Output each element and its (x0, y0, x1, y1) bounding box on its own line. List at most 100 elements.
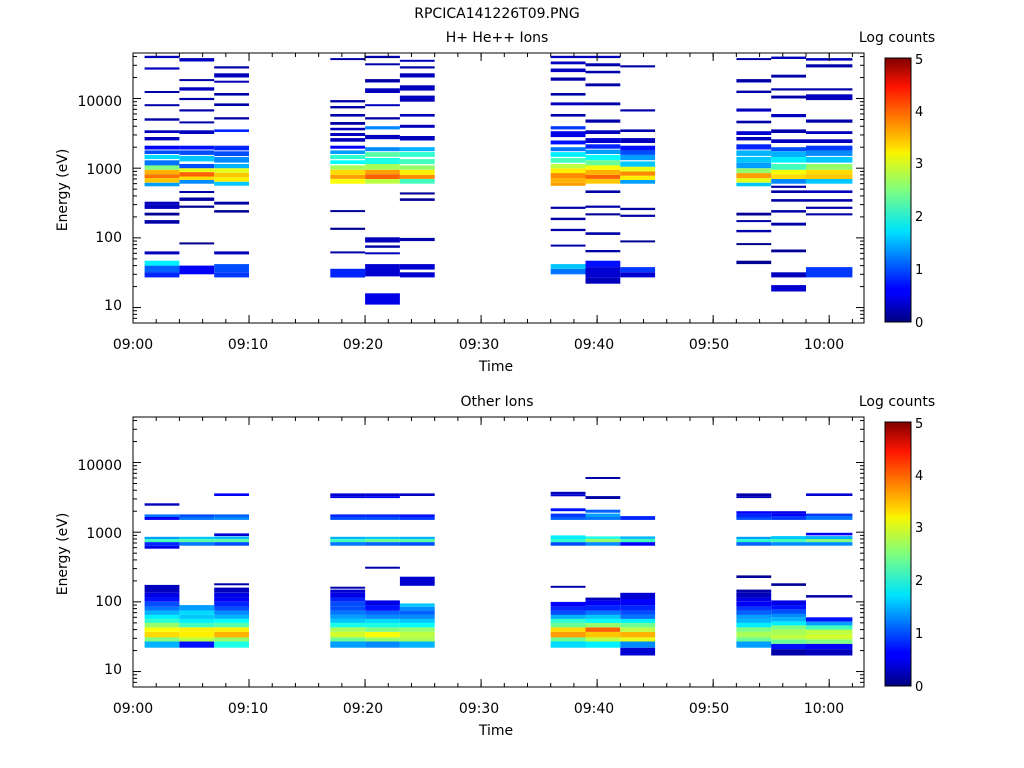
heatmap-cell (550, 61, 586, 65)
panel-title: Other Ions (460, 394, 533, 410)
heatmap-cell (771, 56, 806, 59)
heatmap-cell (330, 637, 366, 642)
heatmap-cell (550, 173, 586, 179)
heatmap-cell (620, 641, 656, 648)
plot-frame (132, 52, 865, 324)
x-tick-label: 09:20 (343, 701, 383, 717)
heatmap-cell (214, 583, 249, 586)
heatmap-cell (806, 206, 853, 209)
heatmap-cell (214, 493, 249, 496)
heatmap-cell (550, 268, 586, 275)
heatmap-cell (179, 197, 215, 201)
heatmap-cell (365, 245, 400, 248)
heatmap-cell (214, 164, 249, 169)
heatmap-cell (144, 169, 180, 175)
heatmap-cell (585, 496, 621, 499)
x-tick-label: 09:10 (228, 337, 268, 353)
heatmap-cell (144, 212, 180, 216)
heatmap-cell (365, 622, 400, 628)
heatmap-cell (399, 114, 435, 117)
heatmap-cell (771, 179, 806, 184)
heatmap-cell (365, 252, 400, 255)
colorbar-tick-label: 1 (915, 263, 923, 278)
heatmap-cell (365, 618, 400, 623)
heatmap-cell (771, 74, 806, 78)
heatmap-cell (736, 641, 772, 648)
y-tick-label: 10 (104, 662, 122, 678)
heatmap-cell (330, 514, 366, 517)
x-tick-label: 09:10 (228, 701, 268, 717)
heatmap-cell (144, 265, 180, 273)
heatmap-cell (550, 244, 586, 247)
heatmap-cell (179, 542, 215, 546)
heatmap-cell (771, 129, 806, 133)
heatmap-cell (214, 606, 249, 611)
heatmap-cell (585, 618, 621, 623)
heatmap-cell (330, 542, 366, 546)
x-tick-label: 09:50 (689, 337, 729, 353)
heatmap-cell (585, 102, 621, 106)
heatmap-cell (330, 165, 366, 170)
heatmap-cell (771, 617, 806, 622)
heatmap-cell (771, 156, 806, 163)
heatmap-cell (144, 201, 180, 205)
heatmap-cell (330, 122, 366, 125)
heatmap-cell (736, 606, 772, 611)
heatmap-cell (365, 174, 400, 179)
x-tick-label: 09:00 (113, 701, 153, 717)
heatmap-cell (214, 73, 249, 78)
heatmap-cell (179, 130, 215, 134)
heatmap-cell (585, 213, 621, 216)
heatmap-cell (399, 272, 435, 278)
heatmap-cell (214, 610, 249, 615)
heatmap-cell (550, 632, 586, 638)
heatmap-cell (771, 210, 806, 213)
heatmap-cell (330, 493, 366, 496)
heatmap-cell (550, 585, 586, 588)
heatmap-cell (179, 605, 215, 611)
axis-ticks (132, 53, 864, 324)
heatmap-cell (736, 622, 772, 628)
heatmap-cell (365, 538, 400, 543)
heatmap-cell (806, 164, 853, 170)
heatmap-cell (771, 190, 806, 193)
heatmap-cell (365, 542, 400, 546)
x-tick-label: 10:00 (804, 337, 844, 353)
heatmap-cell (550, 182, 586, 186)
heatmap-cell (214, 177, 249, 182)
heatmap-cell (144, 641, 180, 648)
heatmap-cell (144, 614, 180, 619)
heatmap-cell (806, 145, 853, 151)
heatmap-cell (330, 601, 366, 607)
heatmap-cell (620, 592, 656, 599)
heatmap-cell (585, 542, 621, 546)
heatmap-cell (736, 182, 772, 187)
heatmap-cell (179, 145, 215, 150)
heatmap-cell (179, 536, 215, 539)
heatmap-cell (585, 622, 621, 628)
heatmap-cell (550, 641, 586, 648)
x-tick-label: 09:00 (113, 337, 153, 353)
heatmap-cell (736, 108, 772, 112)
colorbar-tick-label: 3 (915, 521, 923, 536)
heatmap-cell (214, 592, 249, 598)
heatmap-cell (585, 632, 621, 638)
colorbar-tick-label: 2 (915, 574, 923, 589)
heatmap-cell (144, 584, 180, 593)
heatmap-cell (365, 566, 400, 569)
heatmap-cell (550, 178, 586, 183)
heatmap-cell (550, 228, 586, 232)
heatmap-cell (399, 576, 435, 586)
heatmap-cell (399, 536, 435, 539)
heatmap-cell (179, 514, 215, 517)
heatmap-cell (620, 610, 656, 615)
heatmap-cell (330, 641, 366, 648)
heatmap-cell (365, 514, 400, 517)
heatmap-cell (214, 181, 249, 186)
heatmap-cell (585, 260, 621, 268)
heatmap-cell (399, 632, 435, 638)
colorbar (884, 421, 912, 687)
heatmap-cell (399, 159, 435, 164)
heatmap-cell (330, 179, 366, 184)
